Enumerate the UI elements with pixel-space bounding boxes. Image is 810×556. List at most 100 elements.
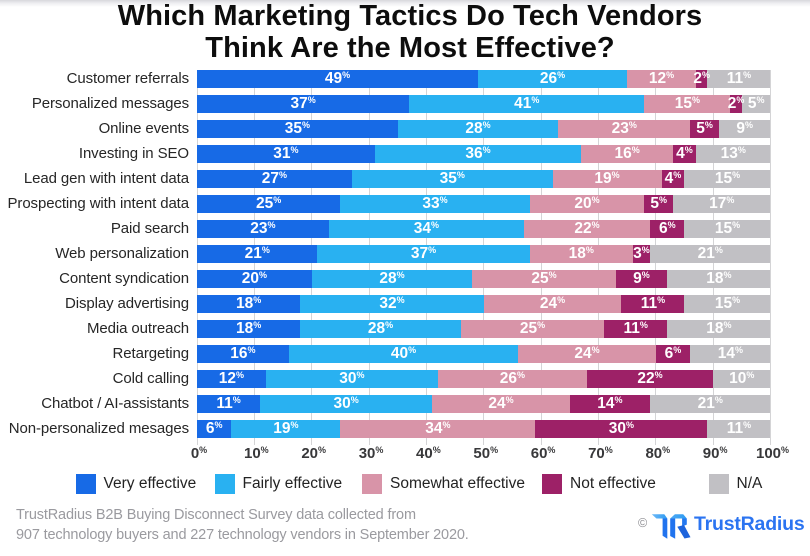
bar-value-label: 40% bbox=[391, 345, 416, 363]
x-axis-tick-label: 50% bbox=[473, 445, 498, 462]
percent-sign: % bbox=[301, 120, 310, 130]
percent-sign: % bbox=[199, 445, 208, 455]
bar-value-label: 11% bbox=[727, 70, 751, 88]
percent-sign: % bbox=[585, 245, 594, 255]
percent-sign: % bbox=[396, 270, 405, 280]
bar-value-text: 12% bbox=[648, 70, 675, 87]
percent-sign: % bbox=[342, 70, 351, 80]
bar-segment bbox=[741, 95, 771, 113]
bar-segment bbox=[684, 170, 771, 188]
bar-value-text: 6% bbox=[664, 345, 682, 362]
source-note: TrustRadius B2B Buying Disconnect Survey… bbox=[16, 506, 469, 545]
percent-sign: % bbox=[557, 70, 566, 80]
bar-value-text: 28% bbox=[367, 320, 394, 337]
bar-segment bbox=[695, 145, 771, 163]
bar-segment bbox=[581, 145, 673, 163]
bar-value-label: 14% bbox=[718, 345, 743, 363]
bar-value-text: 11% bbox=[726, 70, 752, 87]
bar-value-label: 15% bbox=[675, 95, 700, 113]
bar-value-label: 30% bbox=[333, 395, 358, 413]
bar-segment bbox=[615, 270, 668, 288]
percent-sign: % bbox=[641, 245, 650, 255]
percent-sign: % bbox=[482, 145, 491, 155]
bar-value-label: 24% bbox=[574, 345, 599, 363]
bar-value-text: 41% bbox=[514, 95, 540, 112]
percent-sign: % bbox=[431, 220, 440, 230]
category-label: Retargeting bbox=[112, 345, 190, 362]
bar-value-label: 21% bbox=[245, 245, 270, 263]
percent-sign: % bbox=[691, 95, 700, 105]
bar-segment bbox=[340, 420, 536, 438]
bar-segment bbox=[650, 220, 685, 238]
percent-sign: % bbox=[531, 95, 540, 105]
bar-value-text: 18% bbox=[235, 320, 262, 337]
bar-value-text: 15% bbox=[674, 95, 700, 112]
bar-value-text: 23% bbox=[611, 120, 637, 137]
percent-sign: % bbox=[673, 345, 682, 355]
bar-segment bbox=[197, 270, 312, 288]
bar-segment bbox=[340, 195, 530, 213]
percent-sign: % bbox=[732, 220, 741, 230]
bar-value-text: 24% bbox=[488, 395, 514, 412]
percent-sign: % bbox=[408, 345, 417, 355]
bar-value-label: 25% bbox=[256, 195, 281, 213]
bar-value-text: 13% bbox=[720, 145, 746, 162]
bar-value-label: 49% bbox=[325, 70, 350, 88]
bar-value-label: 34% bbox=[414, 220, 439, 238]
bar-value-text: 49% bbox=[324, 70, 351, 87]
bar-segment bbox=[311, 270, 473, 288]
bar-value-label: 5% bbox=[650, 195, 667, 213]
bar-value-label: 5% bbox=[696, 120, 713, 138]
bar-value-text: 19% bbox=[594, 170, 620, 187]
bar-value-label: 11% bbox=[624, 320, 648, 338]
percent-sign: % bbox=[604, 445, 613, 455]
percent-sign: % bbox=[714, 395, 723, 405]
bar-value-label: 24% bbox=[488, 395, 513, 413]
percent-sign: % bbox=[557, 295, 566, 305]
trustradius-logo-icon bbox=[651, 514, 691, 539]
category-label: Prospecting with intent data bbox=[7, 195, 190, 212]
x-axis-tick-text: 90% bbox=[702, 445, 728, 462]
x-axis-tick-text: 70% bbox=[588, 445, 613, 462]
bar-value-label: 18% bbox=[706, 320, 731, 338]
bar-segment bbox=[472, 270, 616, 288]
bar-value-text: 18% bbox=[706, 270, 732, 287]
bar-value-label: 6% bbox=[659, 220, 676, 238]
x-axis-tick-text: 30% bbox=[358, 445, 384, 462]
bar-segment bbox=[197, 120, 398, 138]
bar-segment bbox=[535, 420, 708, 438]
category-label: Paid search bbox=[110, 220, 189, 237]
bar-value-label: 10% bbox=[729, 370, 754, 388]
gridline bbox=[770, 70, 771, 445]
bar-segment bbox=[667, 270, 771, 288]
bar-value-label: 24% bbox=[540, 295, 565, 313]
legend-swatch bbox=[708, 473, 729, 494]
bar-value-text: 18% bbox=[568, 245, 594, 262]
bar-value-text: 3% bbox=[633, 245, 650, 262]
percent-sign: % bbox=[350, 395, 359, 405]
percent-sign: % bbox=[267, 220, 276, 230]
bar-value-text: 22% bbox=[637, 370, 663, 387]
bar-value-label: 15% bbox=[715, 170, 740, 188]
percent-sign: % bbox=[591, 220, 600, 230]
bar-value-text: 30% bbox=[608, 420, 635, 437]
bar-segment bbox=[397, 120, 559, 138]
percent-sign: % bbox=[723, 270, 732, 280]
legend-label: Very effective bbox=[103, 474, 197, 492]
percent-sign: % bbox=[428, 245, 437, 255]
bar-value-label: 23% bbox=[250, 220, 275, 238]
bar-value-label: 5% bbox=[748, 95, 765, 113]
percent-sign: % bbox=[611, 170, 620, 180]
bar-value-label: 30% bbox=[609, 420, 634, 438]
bar-value-label: 19% bbox=[594, 170, 619, 188]
bar-value-label: 37% bbox=[290, 95, 315, 113]
percent-sign: % bbox=[279, 170, 288, 180]
percent-sign: % bbox=[547, 445, 556, 455]
bar-value-text: 2% bbox=[693, 70, 710, 87]
percent-sign: % bbox=[591, 345, 600, 355]
bar-value-label: 28% bbox=[379, 270, 404, 288]
percent-sign: % bbox=[704, 120, 713, 130]
x-axis-tick-label: 80% bbox=[645, 445, 670, 462]
bar-value-label: 16% bbox=[614, 145, 639, 163]
bar-value-label: 9% bbox=[736, 120, 753, 138]
